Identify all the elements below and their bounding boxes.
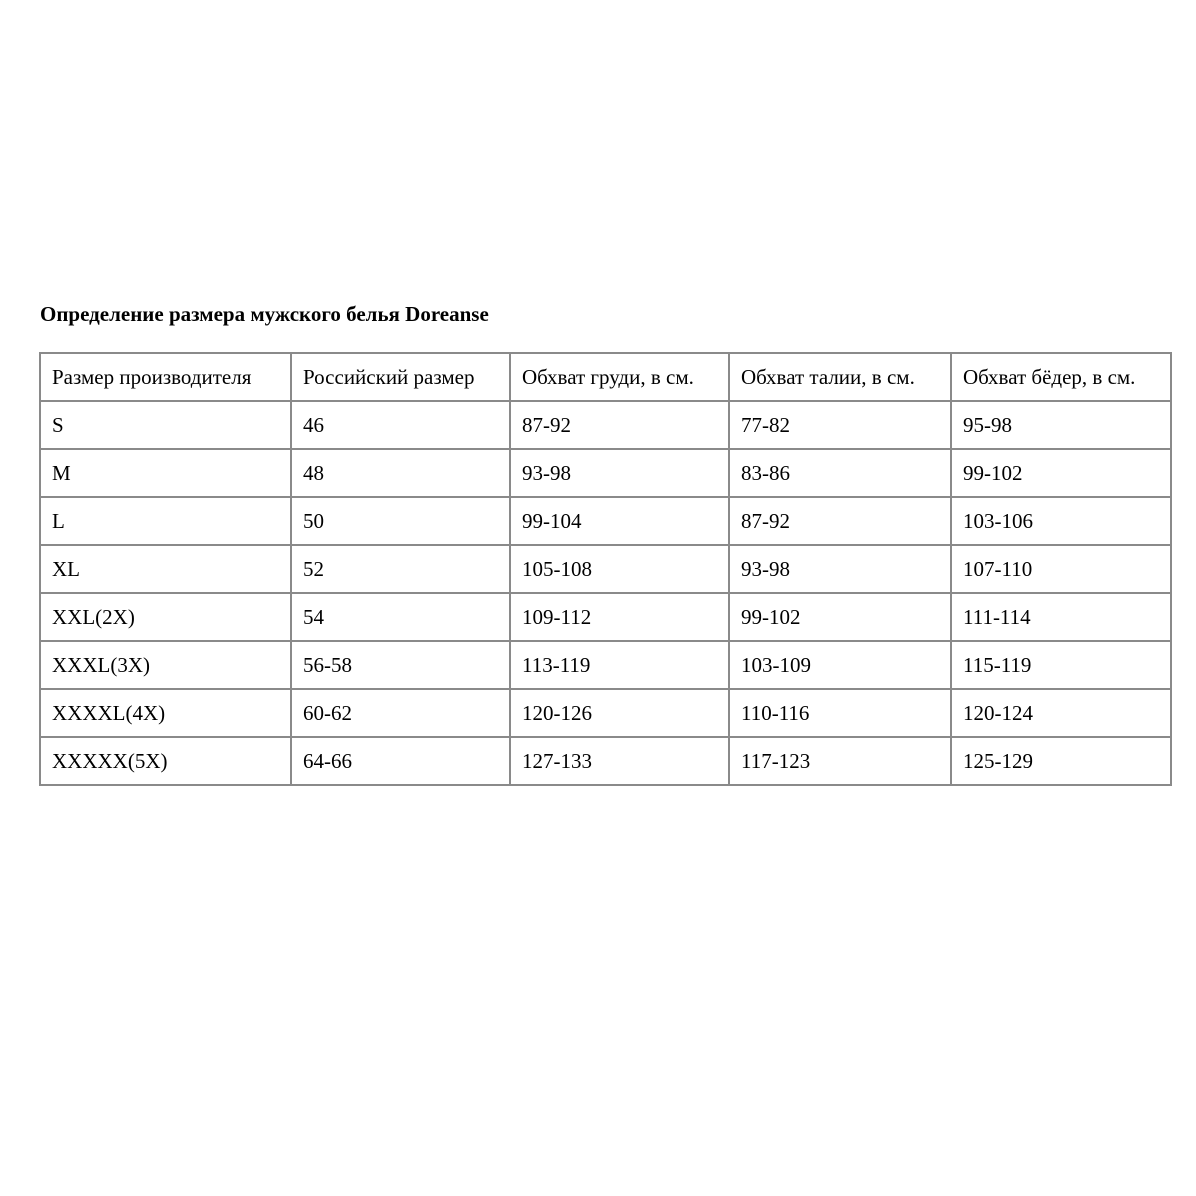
table-cell: 56-58: [290, 640, 511, 690]
table-cell: 95-98: [950, 400, 1172, 450]
table-cell: XXXXL(4X): [39, 688, 292, 738]
page-title: Определение размера мужского белья Dorea…: [40, 302, 489, 326]
table-cell: 48: [290, 448, 511, 498]
table-cell: XXXL(3X): [39, 640, 292, 690]
table-cell: XXL(2X): [39, 592, 292, 642]
header-row: Размер производителя Российский размер Обх…: [39, 352, 1172, 402]
table-cell: 83-86: [728, 448, 952, 498]
table-cell: 60-62: [290, 688, 511, 738]
table-cell: 99-102: [950, 448, 1172, 498]
table-row: S 46 87-92 77-82 95-98: [39, 400, 1172, 450]
column-header: Размер производителя: [39, 352, 292, 402]
table-cell: 107-110: [950, 544, 1172, 594]
table-row: XXXL(3X) 56-58 113-119 103-109 115-119: [39, 640, 1172, 690]
table-row: XXL(2X) 54 109-112 99-102 111-114: [39, 592, 1172, 642]
table-cell: 99-104: [509, 496, 730, 546]
column-header: Российский размер: [290, 352, 511, 402]
table-cell: 111-114: [950, 592, 1172, 642]
table-cell: 93-98: [509, 448, 730, 498]
table-cell: 50: [290, 496, 511, 546]
table-row: L 50 99-104 87-92 103-106: [39, 496, 1172, 546]
table-cell: 117-123: [728, 736, 952, 786]
table-cell: L: [39, 496, 292, 546]
size-table: Размер производителя Российский размер Обх…: [39, 352, 1172, 786]
table-row: XXXXX(5X) 64-66 127-133 117-123 125-129: [39, 736, 1172, 786]
table-cell: S: [39, 400, 292, 450]
table-cell: 54: [290, 592, 511, 642]
table-cell: 120-124: [950, 688, 1172, 738]
table-cell: 52: [290, 544, 511, 594]
column-header: Обхват груди, в см.: [509, 352, 730, 402]
table-cell: 99-102: [728, 592, 952, 642]
table-cell: 110-116: [728, 688, 952, 738]
table-cell: 103-109: [728, 640, 952, 690]
table-cell: M: [39, 448, 292, 498]
table-cell: 46: [290, 400, 511, 450]
table-row: M 48 93-98 83-86 99-102: [39, 448, 1172, 498]
table-cell: 103-106: [950, 496, 1172, 546]
table-cell: XXXXX(5X): [39, 736, 292, 786]
table-cell: 109-112: [509, 592, 730, 642]
table-cell: 87-92: [509, 400, 730, 450]
table-cell: 105-108: [509, 544, 730, 594]
table-cell: XL: [39, 544, 292, 594]
table-cell: 64-66: [290, 736, 511, 786]
table-row: XL 52 105-108 93-98 107-110: [39, 544, 1172, 594]
table-cell: 77-82: [728, 400, 952, 450]
table-cell: 120-126: [509, 688, 730, 738]
table-cell: 93-98: [728, 544, 952, 594]
table-cell: 125-129: [950, 736, 1172, 786]
table-cell: 113-119: [509, 640, 730, 690]
table-row: XXXXL(4X) 60-62 120-126 110-116 120-124: [39, 688, 1172, 738]
table-cell: 87-92: [728, 496, 952, 546]
table-cell: 127-133: [509, 736, 730, 786]
column-header: Обхват талии, в см.: [728, 352, 952, 402]
table-cell: 115-119: [950, 640, 1172, 690]
column-header: Обхват бёдер, в см.: [950, 352, 1172, 402]
